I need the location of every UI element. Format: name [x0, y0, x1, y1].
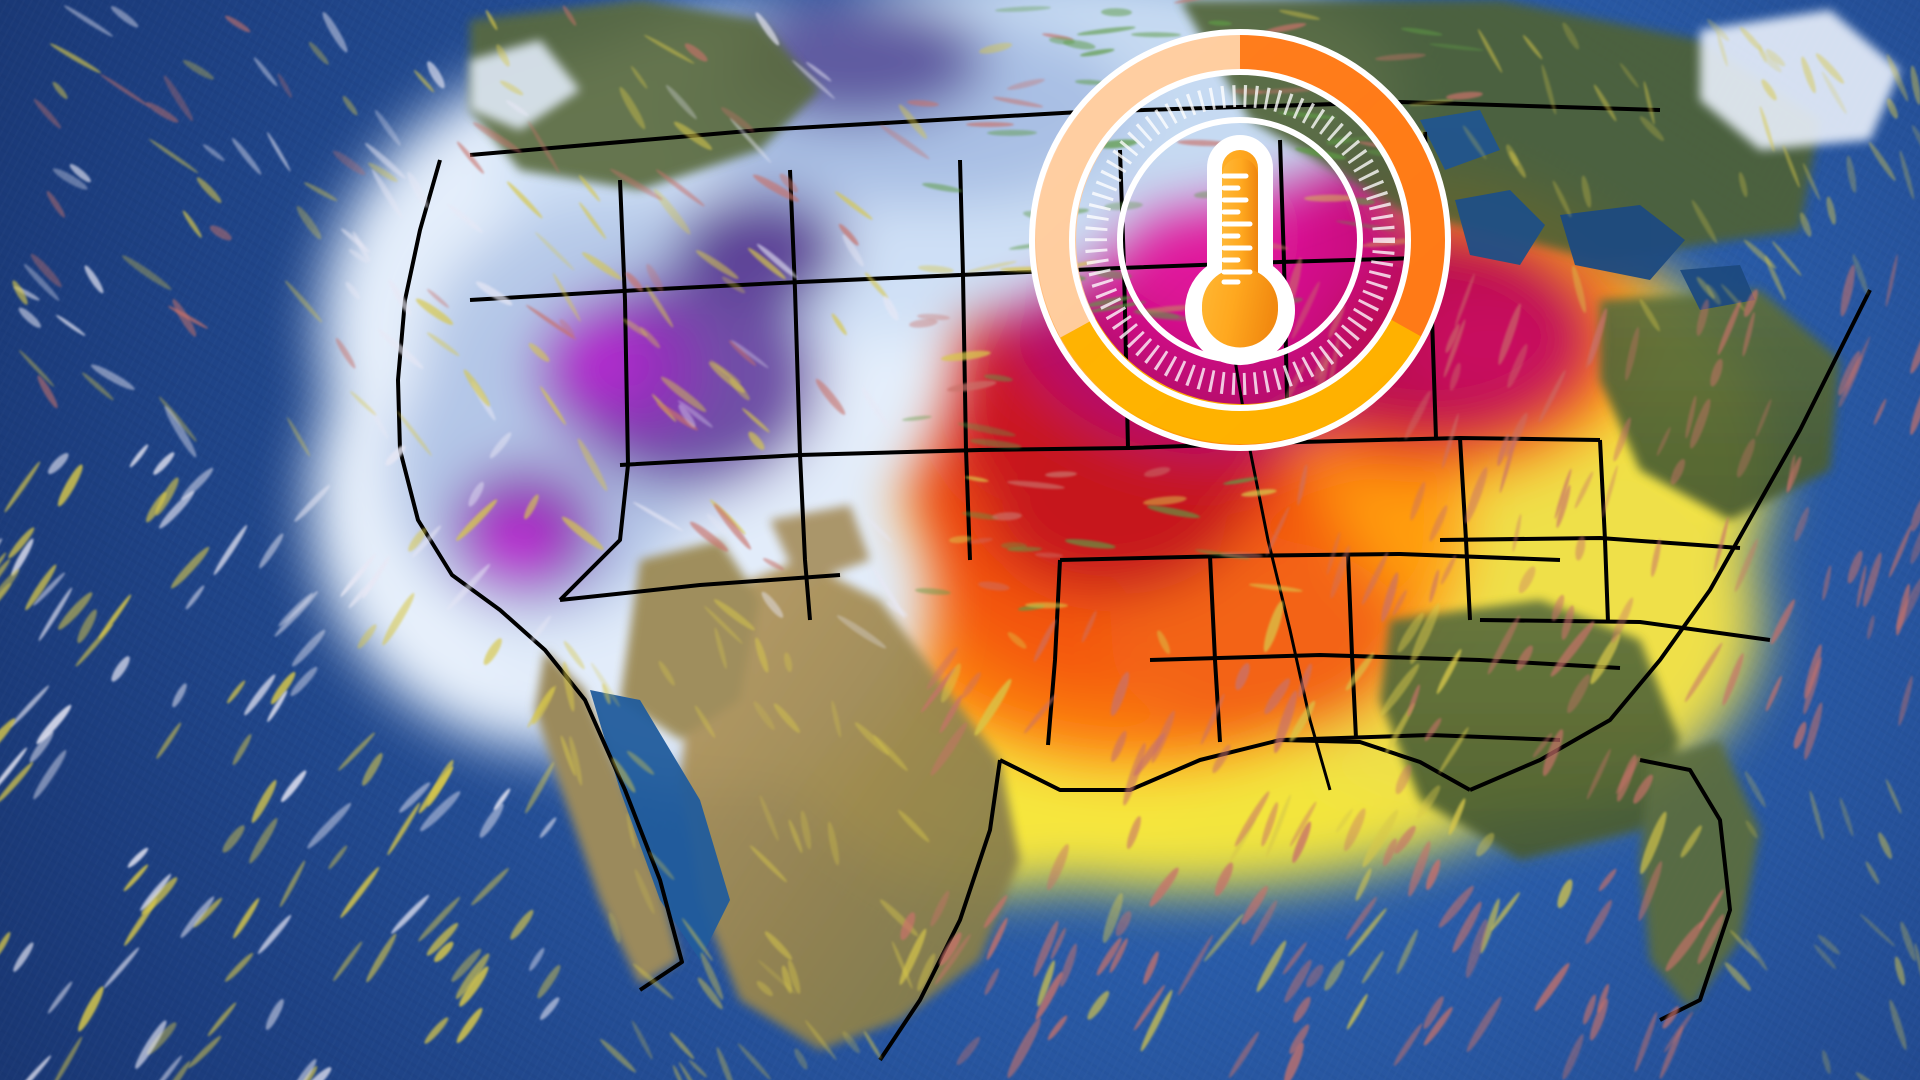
badge-outer-ring [1029, 29, 1451, 451]
temperature-badge[interactable] [1018, 18, 1462, 462]
thermometer-scale-marks [1221, 173, 1253, 285]
thermometer-icon [1185, 135, 1295, 366]
temperature-badge-graphic [1029, 29, 1451, 451]
badge-tick-ring [1085, 85, 1395, 395]
